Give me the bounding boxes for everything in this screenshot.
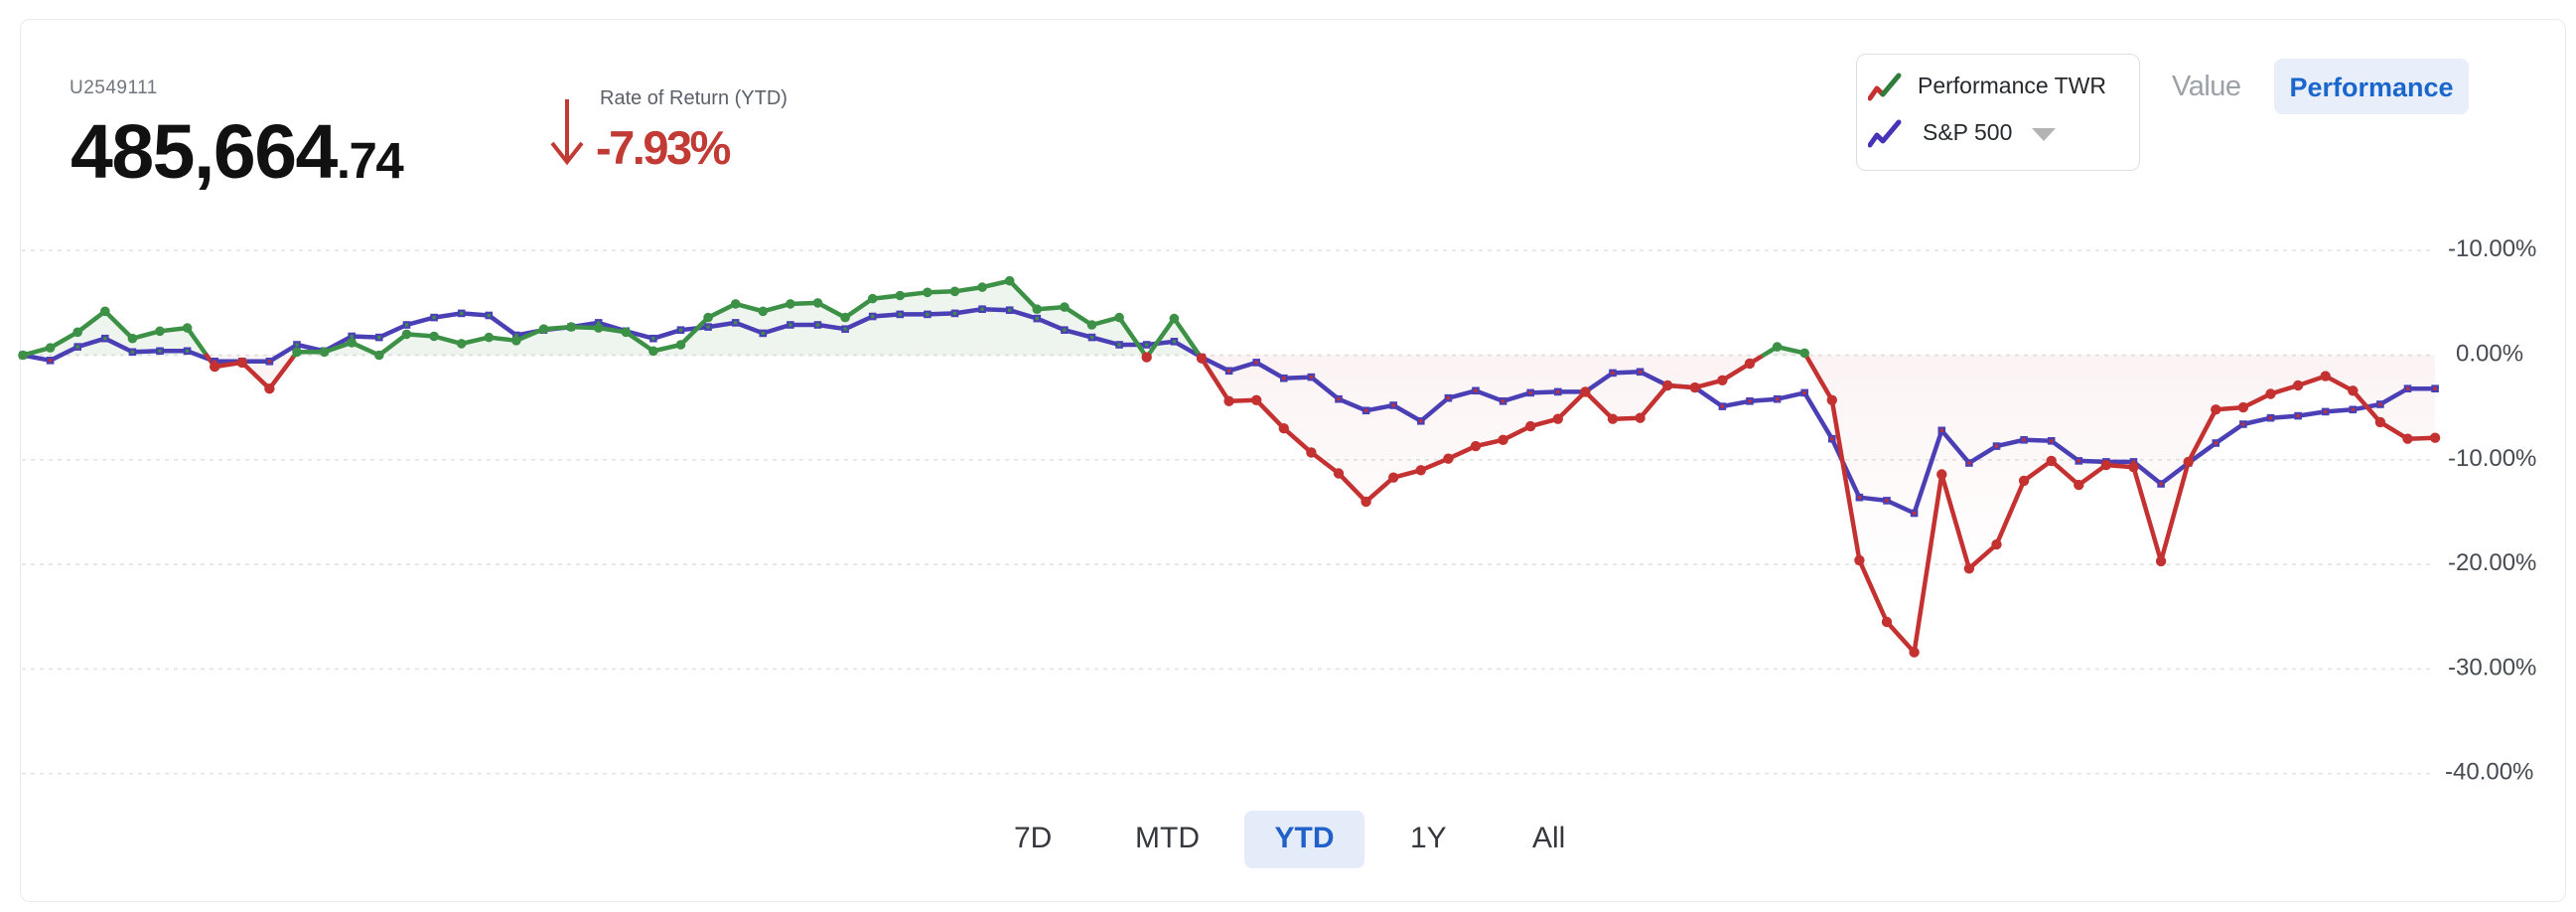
svg-text:-20.00%: -20.00% <box>2448 549 2536 576</box>
svg-text:0.00%: 0.00% <box>2456 341 2523 368</box>
svg-text:-40.00%: -40.00% <box>2445 759 2533 786</box>
svg-text:-30.00%: -30.00% <box>2448 654 2536 681</box>
svg-text:-10.00%: -10.00% <box>2448 445 2536 472</box>
svg-text:-10.00%: -10.00% <box>2448 235 2536 262</box>
